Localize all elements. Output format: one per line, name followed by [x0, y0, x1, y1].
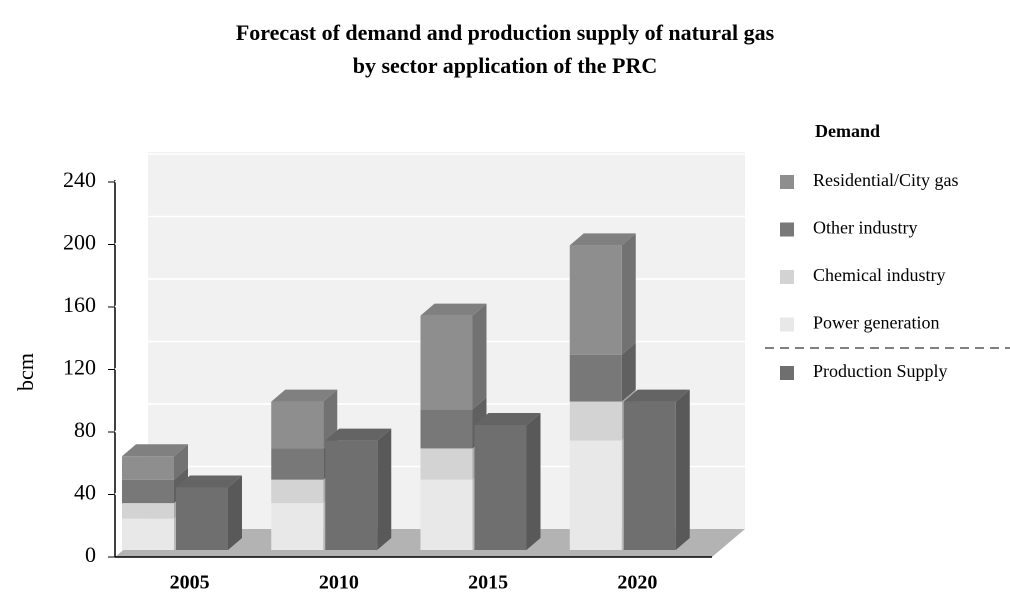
bar-side [377, 428, 392, 550]
bar [623, 401, 676, 550]
bar-top [623, 389, 690, 402]
bar [569, 401, 622, 441]
legend-label: Power generation [813, 313, 939, 333]
grid-line [114, 403, 745, 433]
bar [122, 479, 174, 504]
bar-top [420, 303, 487, 316]
y-tick-label: 160 [63, 292, 96, 317]
y-axis-label: bcm [13, 353, 38, 391]
y-tick-label: 200 [63, 230, 96, 255]
legend-title: Demand [815, 121, 880, 141]
bar [271, 503, 324, 550]
bar-side [675, 389, 690, 550]
grid-line [114, 340, 745, 371]
legend-label: Production Supply [813, 361, 948, 381]
legend-swatch [780, 222, 794, 237]
y-tick-label: 40 [74, 480, 96, 505]
legend-label: Chemical industry [813, 265, 945, 285]
bar [325, 440, 378, 550]
grid-line [114, 153, 745, 183]
legend-label: Residential/City gas [813, 170, 959, 190]
bar [271, 448, 324, 480]
bar [569, 245, 622, 355]
bar-side [621, 233, 636, 355]
y-tick-label: 0 [85, 542, 96, 567]
bar [420, 409, 473, 449]
x-tick-label: 2020 [617, 572, 657, 594]
bar-top [271, 389, 338, 402]
legend-swatch [780, 366, 794, 380]
bar-side [472, 303, 487, 410]
bar [474, 425, 527, 550]
legend-swatch [780, 175, 794, 189]
bar-side [174, 444, 188, 480]
bar [569, 440, 622, 550]
bar [569, 354, 622, 402]
bar-side [621, 342, 636, 402]
chart-title: Forecast of demand and production supply… [236, 20, 775, 45]
bar-side [526, 413, 541, 550]
bar [271, 479, 324, 504]
bar [122, 503, 174, 519]
bar-side [228, 475, 242, 550]
bar [420, 315, 473, 410]
y-tick-label: 120 [63, 355, 96, 380]
y-tick-label: 80 [74, 417, 96, 442]
bar-top [122, 444, 188, 457]
x-tick-label: 2015 [468, 572, 508, 594]
grid-line [114, 215, 745, 246]
legend-label: Other industry [813, 218, 917, 238]
bar [420, 479, 473, 550]
bar-top [569, 233, 636, 246]
bar [122, 518, 174, 550]
bar-top [176, 475, 242, 488]
bar [420, 448, 473, 480]
bar-top [474, 413, 541, 425]
bar [176, 487, 228, 550]
legend-swatch [780, 317, 794, 332]
bar-top [325, 428, 392, 441]
grid-line [114, 278, 745, 308]
bar [271, 401, 324, 449]
bar [122, 456, 174, 480]
chart-title: by sector application of the PRC [353, 53, 658, 78]
y-tick-label: 240 [63, 167, 96, 192]
x-tick-label: 2010 [319, 572, 359, 594]
x-tick-label: 2005 [170, 572, 210, 594]
legend-swatch [780, 270, 794, 284]
